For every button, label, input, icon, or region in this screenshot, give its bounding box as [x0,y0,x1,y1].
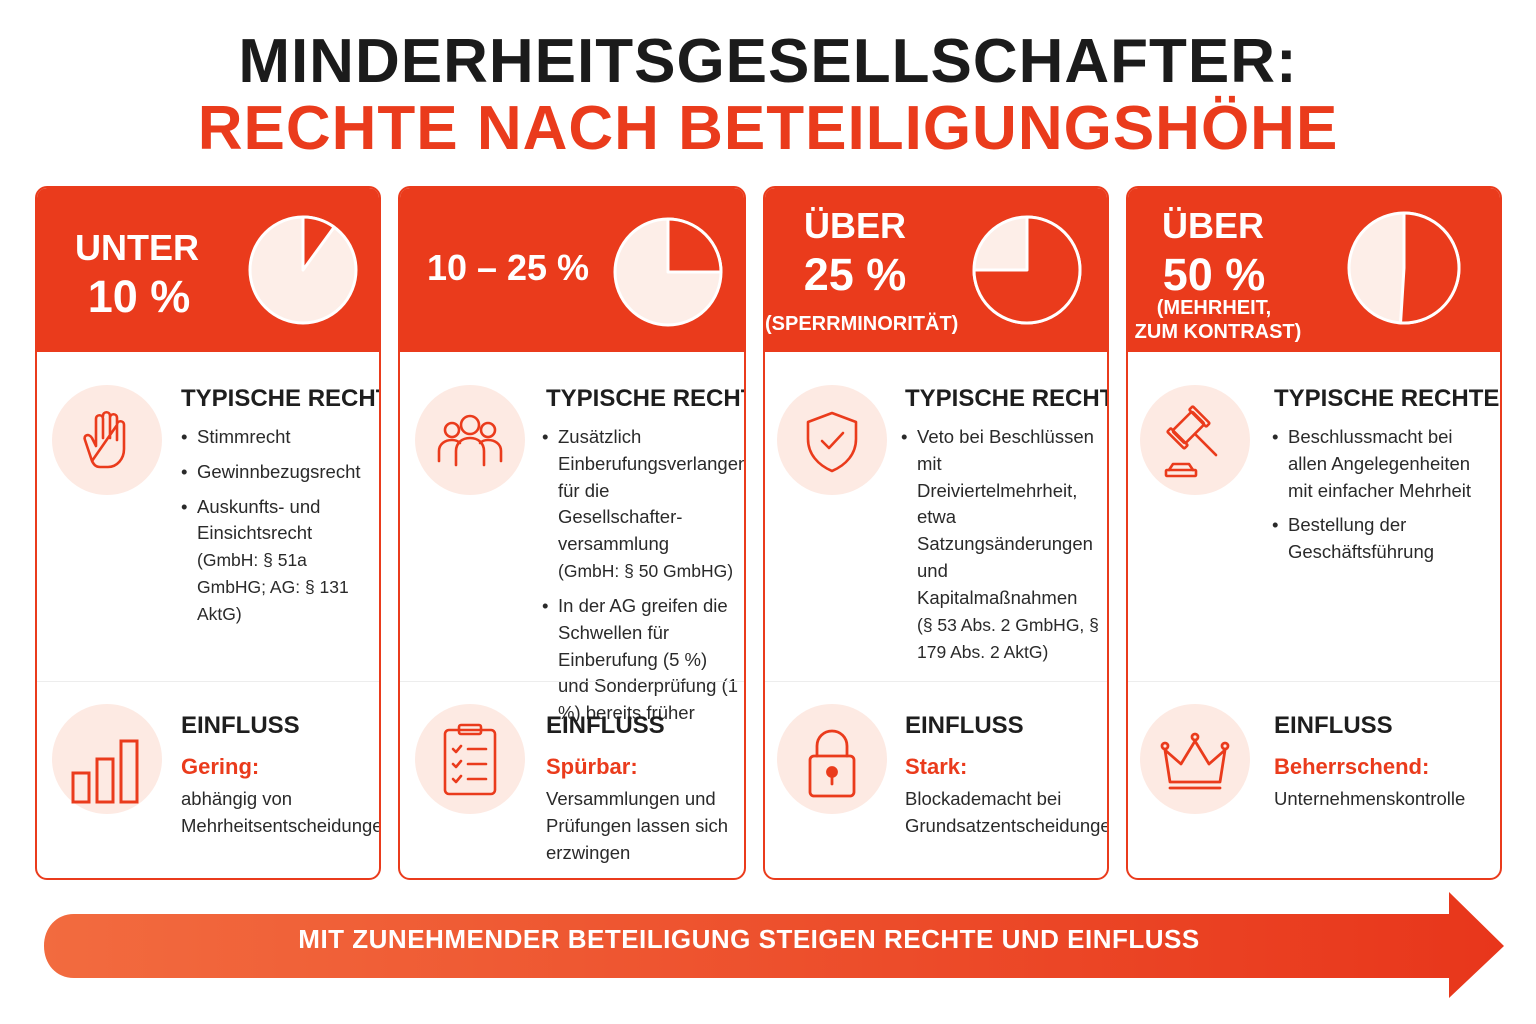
list-item: Veto bei Beschlüssen mit Dreiviertelmehr… [901,424,1105,665]
band-percent: 25 % [803,249,907,300]
page-subtitle: RECHTE NACH BETEILIGUNGSHÖHE [197,94,1339,163]
card-10-25: 10 – 25 % TYPISCHE RECHTE Zusätzlich Ein… [398,186,746,880]
list-item: Stimmrecht [181,424,371,451]
pie-chart-icon [613,217,723,327]
band-note: (MEHRHEIT, [1156,297,1272,319]
card-header: UNTER 10 % [37,188,379,352]
bar-chart-icon [52,704,162,814]
card-header: ÜBER 25 % (SPERRMINORITÄT) [765,188,1107,352]
band-label: ÜBER [1161,205,1264,246]
influence-title: EINFLUSS [181,712,300,739]
card-over-25: ÜBER 25 % (SPERRMINORITÄT) TYPISCHE RECH… [763,186,1109,880]
pie-slice [301,215,336,272]
pie-chart-icon [972,215,1082,325]
padlock-icon [777,704,887,814]
influence-title: EINFLUSS [905,712,1024,739]
divider [37,681,379,682]
influence-level: Spürbar: [546,754,638,779]
influence-description: Blockademacht bei Grundsatzentscheidunge… [905,788,1109,836]
rights-list: Stimmrecht Gewinnbezugsrecht Auskunfts- … [181,424,371,636]
band-percent: 50 % [1162,249,1266,300]
arrow-caption: MIT ZUNEHMENDER BETEILIGUNG STEIGEN RECH… [298,924,1200,954]
gavel-icon [1140,385,1250,495]
band-label: UNTER [75,227,199,268]
influence-level: Stark: [905,754,968,779]
rights-list: Beschlussmacht bei allen Angelegenheiten… [1272,424,1492,574]
influence-level: Gering: [181,754,260,779]
divider [1128,681,1500,682]
influence-description: abhängig von Mehrheitsentscheidungen [181,788,381,836]
card-over-50: ÜBER 50 % (MEHRHEIT, ZUM KONTRAST) TYPIS… [1126,186,1502,880]
card-header: ÜBER 50 % (MEHRHEIT, ZUM KONTRAST) [1128,188,1500,352]
band-note: (SPERRMINORITÄT) [765,313,959,335]
band-percent: 10 – 25 % [426,247,590,288]
rights-title: TYPISCHE RECHTE [546,385,744,412]
divider [400,681,744,682]
rights-title: TYPISCHE RECHTE [905,385,1109,412]
crown-icon [1140,704,1250,814]
pie-slice [666,217,723,274]
list-item: Bestellung der Geschäftsführung [1272,512,1492,566]
list-item: Beschlussmacht bei allen Angelegenheiten… [1272,424,1492,504]
influence-level: Beherrschend: [1274,754,1430,779]
influence-title: EINFLUSS [546,712,665,739]
card-header: 10 – 25 % [400,188,744,352]
list-item: Zusätzlich Einberufungsverlangen für die… [542,424,744,585]
people-icon [415,385,525,495]
band-percent: 10 % [87,271,191,322]
rights-title: TYPISCHE RECHTE [181,385,379,412]
band-label: ÜBER [803,205,906,246]
checklist-icon [415,704,525,814]
rights-list: Veto bei Beschlüssen mit Dreiviertelmehr… [901,424,1105,673]
influence-description: Unternehmenskontrolle [1274,788,1466,809]
hand-icon [52,385,162,495]
rights-list: Zusätzlich Einberufungsverlangen für die… [542,424,744,735]
rights-title: TYPISCHE RECHTE [1274,385,1500,412]
shield-check-icon [777,385,887,495]
arrow-shape [44,892,1504,998]
list-item: In der AG greifen die Schwellen für Einb… [542,593,738,727]
list-item: Auskunfts- und Einsichtsrecht(GmbH: § 51… [181,494,371,628]
page-title: MINDERHEITSGESELLSCHAFTER: [238,27,1298,96]
progress-arrow: MIT ZUNEHMENDER BETEILIGUNG STEIGEN RECH… [44,890,1504,1000]
list-item: Gewinnbezugsrecht [181,459,371,486]
card-under-10: UNTER 10 % TYPISCHE RECHTE Stimmrecht Ge… [35,186,381,880]
pie-slice [1399,211,1461,325]
pie-slice [972,215,1082,325]
band-note: ZUM KONTRAST) [1134,321,1302,343]
influence-title: EINFLUSS [1274,712,1393,739]
divider [765,681,1107,682]
influence-description: Versammlungen und Prüfungen lassen sich … [546,788,729,863]
pie-chart-icon [248,215,358,325]
pie-chart-icon [1347,211,1461,325]
